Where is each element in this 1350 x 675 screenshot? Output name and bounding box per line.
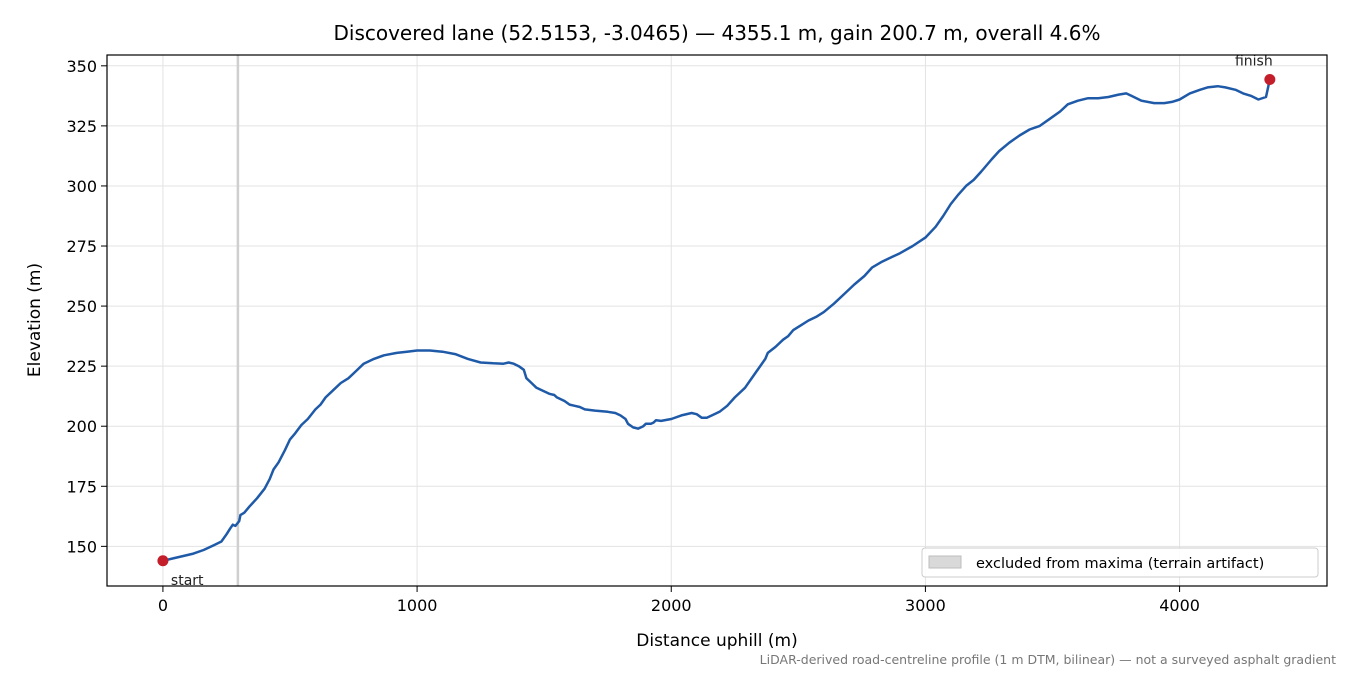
plot-frame [106,54,1328,587]
elevation-line [161,78,1272,563]
y-tick-label: 175 [66,477,97,496]
legend-swatch [928,555,962,569]
start-label: start [171,573,204,589]
x-tick-label: 3000 [905,596,946,615]
x-axis-label: Distance uphill (m) [636,631,797,651]
x-tick-label: 0 [158,596,168,615]
chart-title: Discovered lane (52.5153, -3.0465) — 435… [333,21,1100,45]
legend: excluded from maxima (terrain artifact) [921,547,1319,578]
y-tick-label: 225 [66,357,97,376]
y-tick-label: 200 [66,417,97,436]
finish-label: finish [1235,54,1273,70]
start-marker [157,555,169,567]
finish-marker [1264,74,1276,86]
x-tick-label: 1000 [397,596,438,615]
footnote: LiDAR-derived road-centreline profile (1… [760,652,1336,667]
y-tick-label: 350 [66,57,97,76]
y-tick-label: 300 [66,177,97,196]
y-tick-label: 275 [66,237,97,256]
y-tick-label: 150 [66,537,97,556]
y-tick-label: 250 [66,297,97,316]
y-axis-label: Elevation (m) [25,263,45,377]
y-tick-label: 325 [66,117,97,136]
series-layer [161,78,1272,563]
axis-ticks: 0 1000 2000 3000 4000 150 175 200 225 250 275 300 32… [66,57,1199,615]
x-tick-label: 4000 [1159,596,1200,615]
marker-layer: start finish [157,54,1276,589]
legend-label: excluded from maxima (terrain artifact) [976,556,1264,572]
legend-box [921,547,1319,578]
x-tick-label: 2000 [651,596,692,615]
grid-lines [107,55,1327,586]
